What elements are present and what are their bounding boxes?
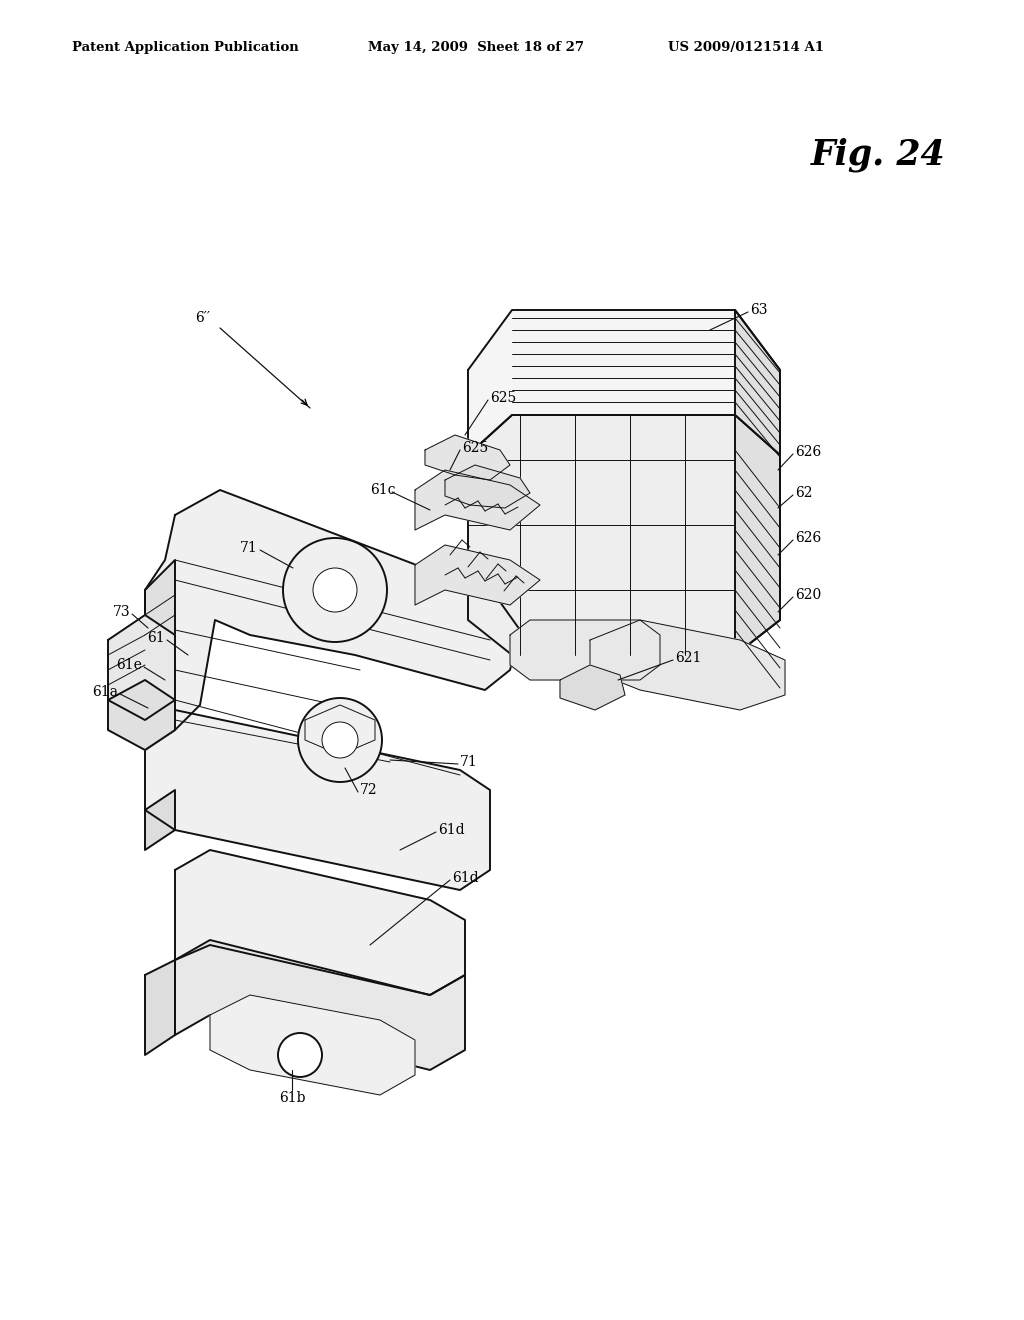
Polygon shape bbox=[145, 560, 175, 750]
Circle shape bbox=[283, 539, 387, 642]
Polygon shape bbox=[590, 620, 785, 710]
Polygon shape bbox=[305, 705, 375, 755]
Polygon shape bbox=[735, 310, 780, 655]
Text: 626: 626 bbox=[795, 531, 821, 545]
Text: US 2009/0121514 A1: US 2009/0121514 A1 bbox=[668, 41, 824, 54]
Circle shape bbox=[322, 722, 358, 758]
Polygon shape bbox=[145, 490, 520, 730]
Circle shape bbox=[278, 1034, 322, 1077]
Polygon shape bbox=[145, 960, 175, 1055]
Text: 63: 63 bbox=[750, 304, 768, 317]
Text: 61d: 61d bbox=[452, 871, 478, 884]
Circle shape bbox=[313, 568, 357, 612]
Text: 71: 71 bbox=[460, 755, 478, 770]
Polygon shape bbox=[415, 545, 540, 605]
Text: May 14, 2009  Sheet 18 of 27: May 14, 2009 Sheet 18 of 27 bbox=[368, 41, 584, 54]
Text: 73: 73 bbox=[113, 605, 130, 619]
Text: 61b: 61b bbox=[279, 1092, 305, 1105]
Text: 72: 72 bbox=[360, 783, 378, 797]
Polygon shape bbox=[210, 995, 415, 1096]
Polygon shape bbox=[145, 789, 175, 850]
Polygon shape bbox=[108, 615, 175, 719]
Polygon shape bbox=[175, 850, 465, 995]
Text: 61c: 61c bbox=[370, 483, 395, 498]
Text: 61e: 61e bbox=[116, 657, 142, 672]
Text: 6′′: 6′′ bbox=[195, 312, 210, 325]
Text: 625: 625 bbox=[490, 391, 516, 405]
Text: 61d: 61d bbox=[438, 822, 465, 837]
Text: 61: 61 bbox=[147, 631, 165, 645]
Polygon shape bbox=[445, 465, 530, 508]
Polygon shape bbox=[560, 665, 625, 710]
Text: Patent Application Publication: Patent Application Publication bbox=[72, 41, 299, 54]
Text: 625: 625 bbox=[462, 441, 488, 455]
Polygon shape bbox=[468, 310, 780, 455]
Text: 62: 62 bbox=[795, 486, 812, 500]
Text: 621: 621 bbox=[675, 651, 701, 665]
Polygon shape bbox=[510, 620, 660, 680]
Polygon shape bbox=[468, 414, 780, 655]
Polygon shape bbox=[108, 680, 175, 750]
Polygon shape bbox=[145, 710, 490, 890]
Text: 71: 71 bbox=[241, 541, 258, 554]
Polygon shape bbox=[175, 940, 465, 1071]
Text: Fig. 24: Fig. 24 bbox=[811, 137, 945, 172]
Text: 620: 620 bbox=[795, 587, 821, 602]
Text: 626: 626 bbox=[795, 445, 821, 459]
Polygon shape bbox=[425, 436, 510, 480]
Circle shape bbox=[298, 698, 382, 781]
Text: 61a: 61a bbox=[92, 685, 118, 700]
Polygon shape bbox=[415, 470, 540, 531]
